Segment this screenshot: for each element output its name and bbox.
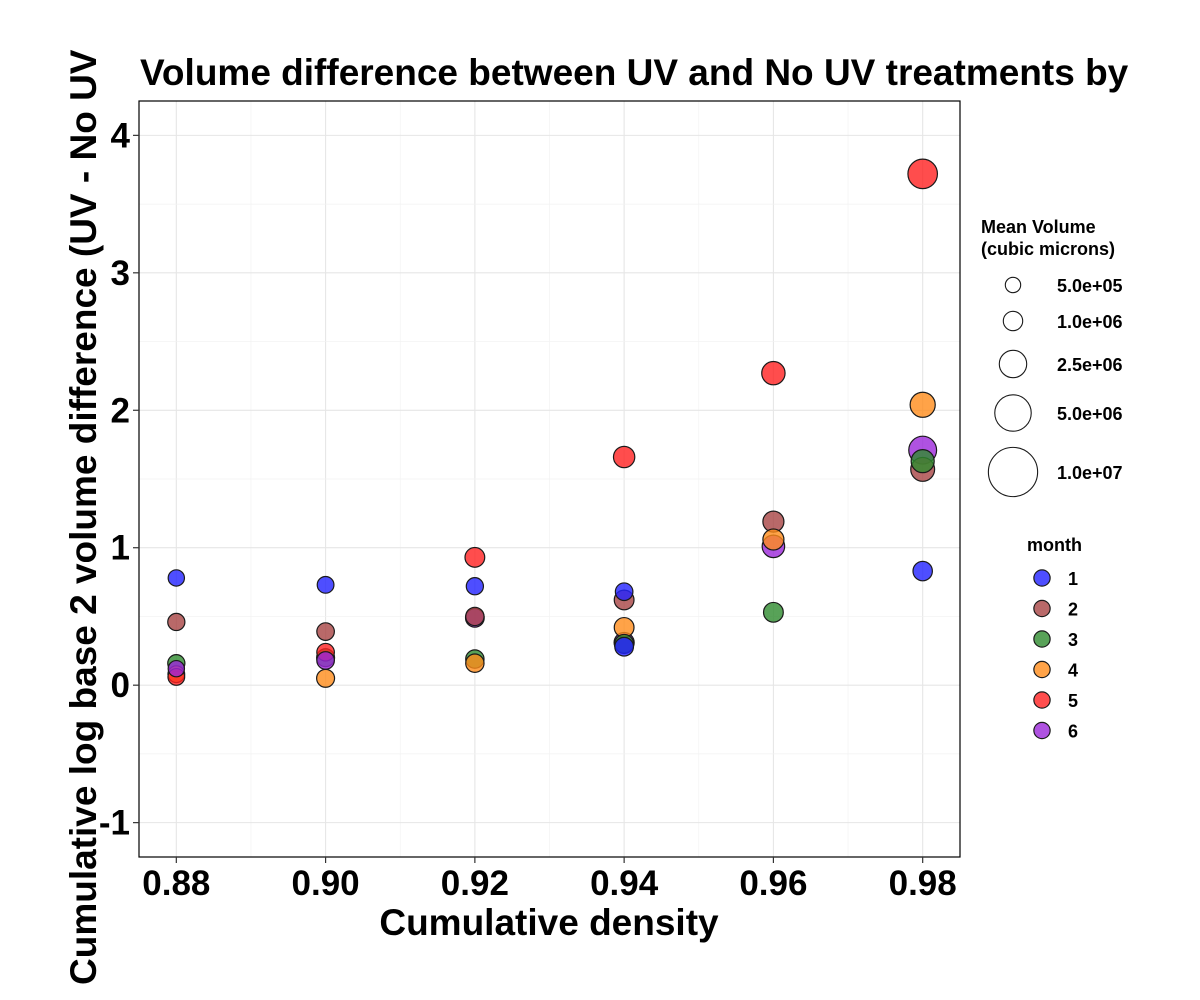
data-points [167,158,939,688]
data-point-month-6 [316,651,335,670]
x-tick-label: 0.94 [590,864,659,903]
data-point-month-1 [465,577,485,596]
color-legend-key [1033,599,1051,618]
size-legend-entries: 5.0e+05 1.0e+06 2.5e+06 5.0e+06 1.0e+07 [987,276,1123,498]
data-point-month-1 [614,636,635,657]
size-legend-label: 2.5e+06 [1057,355,1123,375]
data-point-month-2 [316,622,335,641]
color-legend-key [1033,660,1051,679]
color-legend: month 1 2 3 4 5 6 [1027,535,1082,742]
data-point-month-1 [912,560,933,582]
size-legend-key [987,446,1039,498]
data-point-month-4 [909,391,936,418]
x-tick-label: 0.90 [292,864,360,903]
size-legend: Mean Volume (cubic microns) 5.0e+05 1.0e+… [981,217,1123,498]
size-legend-label: 1.0e+06 [1057,312,1123,332]
x-tick-label: 0.92 [441,864,509,903]
color-legend-label: 6 [1068,722,1078,742]
y-tick-label: 3 [111,254,130,293]
color-legend-key [1033,691,1051,709]
color-legend-label: 1 [1068,569,1078,589]
color-legend-label: 2 [1068,600,1078,620]
data-point-month-3 [762,601,784,623]
data-point-month-1 [316,575,335,594]
size-legend-title-line-1: Mean Volume [981,217,1096,237]
data-point-month-5 [907,158,939,190]
color-legend-title: month [1027,535,1082,555]
color-legend-key [1033,630,1051,648]
y-tick-label: 4 [111,116,131,155]
x-tick-label: 0.88 [142,864,210,903]
color-legend-key [1033,721,1051,740]
size-legend-label: 5.0e+05 [1057,276,1123,296]
x-tick-label: 0.98 [889,864,957,903]
size-legend-key [1002,310,1024,332]
size-legend-title-line-2: (cubic microns) [981,239,1115,259]
data-point-month-5 [761,360,786,386]
data-point-month-4 [762,528,785,551]
color-legend-label: 4 [1068,661,1078,681]
size-legend-key [998,349,1028,379]
color-legend-label: 3 [1068,630,1078,650]
x-tick-label: 0.96 [739,864,807,903]
color-legend-entries: 1 2 3 4 5 6 [1033,569,1078,742]
data-point-month-6 [167,659,186,678]
size-legend-key [1004,276,1022,294]
x-axis-title: Cumulative density [379,902,719,943]
x-axis: 0.88 0.90 0.92 0.94 0.96 0.98 [142,857,957,903]
size-legend-label: 5.0e+06 [1057,404,1123,424]
data-point-month-2 [167,612,186,632]
size-legend-key [994,394,1032,432]
data-point-month-3 [910,449,935,474]
data-point-month-4 [465,653,485,673]
y-tick-label: -1 [99,804,130,843]
data-point-month-2 [465,606,485,627]
size-legend-label: 1.0e+07 [1057,463,1123,483]
y-tick-label: 0 [111,666,130,705]
chart-title: Volume difference between UV and No UV t… [140,52,1129,93]
data-point-month-1 [167,569,186,587]
y-axis: -1 0 1 2 3 4 [99,116,139,843]
color-legend-key [1033,569,1051,587]
data-point-month-1 [614,582,634,602]
data-point-month-4 [316,668,336,688]
color-legend-label: 5 [1068,691,1078,711]
data-point-month-5 [464,546,486,568]
y-axis-title: Cumulative log base 2 volume difference … [63,49,104,985]
data-point-month-5 [612,445,636,469]
plot-border [138,100,961,858]
y-tick-label: 1 [111,529,130,568]
y-tick-label: 2 [111,391,130,430]
